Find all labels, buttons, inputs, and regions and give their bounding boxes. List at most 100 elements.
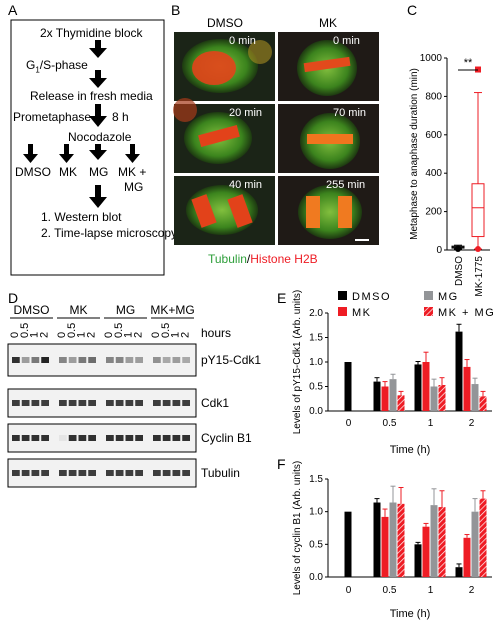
blot-lane-time: 0 [9,332,21,338]
schema-step-thymidine: 2x Thymidine block [40,26,143,40]
bar [438,385,446,411]
bar [430,386,438,411]
boxplot-category-label: MK-1775 [474,256,485,297]
blot-lane-time: 0.5 [19,323,31,338]
legend-label: MG [438,291,459,303]
blot-band [172,470,181,476]
blot-band [125,470,134,476]
blot-band [115,435,124,441]
blot-band [172,400,181,406]
micro-col-dmso: DMSO [207,16,243,30]
bar-ytick-label: 0.0 [309,572,323,583]
blot-band [115,357,124,363]
bar-ytick-label: 2.0 [309,308,323,319]
blot-lane-time: 0.5 [66,323,78,338]
blot-band [182,470,190,476]
boxplot-ytick-label: 0 [436,245,442,256]
blot-band [68,435,77,441]
bar [397,503,405,577]
micro-time-dmso-3: 40 min [229,179,263,191]
blot-band [21,435,30,441]
bar [479,396,487,411]
micro-image-mk-70 [278,104,379,173]
blot-band [59,400,67,406]
blot-band [21,400,30,406]
blot-band [153,400,161,406]
blot-lane-time: 0.5 [160,323,172,338]
micro-col-mk: MK [319,16,337,30]
blot-band [78,435,87,441]
bar [381,386,389,411]
blot-row-label: Cdk1 [201,396,229,410]
legend-swatch [338,291,347,300]
panel-label-e: E [277,290,287,306]
blot-band [12,435,20,441]
bar [422,526,430,577]
panel-label-d: D [8,290,19,306]
bar-ytick-label: 0.5 [309,539,323,550]
bar [389,379,397,411]
blot-band [31,435,40,441]
blot-band [68,357,77,363]
schema-cond-mkmg-line2: MG [124,180,144,194]
legend-swatch [424,291,433,300]
micro-time-mk-2: 70 min [333,107,367,119]
blot-band [41,470,49,476]
blot-lane-time: 1 [123,332,135,338]
blot-band [182,357,190,363]
blot-band [125,400,134,406]
bar [471,384,479,411]
bar-category-label: 2 [469,585,475,596]
blot-group-label: MK+MG [150,303,194,317]
boxplot-ytick-label: 1000 [420,53,443,64]
micro-time-dmso-1: 0 min [229,35,256,47]
blot-lane-time: 0.5 [113,323,125,338]
panel-label-c: C [407,2,418,18]
schema-cond-mg: MG [89,165,109,179]
blot-band [41,357,49,363]
schema-step-g1s: G1/S-phase [26,58,88,75]
schema-step-release: Release in fresh media [30,89,153,103]
micro-time-dmso-2: 20 min [229,107,263,119]
blot-band [106,435,114,441]
blot-band [153,357,161,363]
schema-output-microscopy: 2. Time-lapse microscopy [41,226,178,240]
blot-lane-time: 0 [103,332,115,338]
bar-ytick-label: 1.5 [309,333,323,344]
bar [463,366,471,411]
blot-band [162,400,171,406]
blot-band [125,435,134,441]
bar-category-label: 2 [469,418,475,429]
schema-panel [10,19,165,276]
blot-group-label: DMSO [14,303,50,317]
blot-lane-time: 0 [150,332,162,338]
micro-image-dmso-40 [174,176,275,245]
blot-strip [7,343,197,377]
boxplot-category-label: DMSO [454,256,465,286]
blot-lane-time: 2 [132,332,144,338]
bar-ytick-label: 1.0 [309,507,323,518]
bar [455,567,463,577]
panel-label-f: F [277,456,286,472]
blot-band [88,357,96,363]
blot-band [31,400,40,406]
blot-band [106,470,114,476]
blot-row-label: pY15-Cdk1 [201,353,261,367]
boxplot-y-label: Metaphase to anaphase duration (min) [409,68,420,240]
schema-cond-dmso: DMSO [15,165,51,179]
blot-band [88,400,96,406]
bar-category-label: 1 [428,585,434,596]
micro-time-mk-1: 0 min [333,35,360,47]
blot-band [125,357,134,363]
blot-band [78,470,87,476]
bar-category-label: 0.5 [383,585,397,596]
micro-image-dmso-20 [173,98,275,173]
micro-legend: Tubulin/Histone H2B [208,252,318,266]
blot-row-label: Tubulin [201,466,240,480]
blot-group-label: MG [116,303,135,317]
boxplot-min-point [475,246,481,253]
blot-band [21,357,30,363]
